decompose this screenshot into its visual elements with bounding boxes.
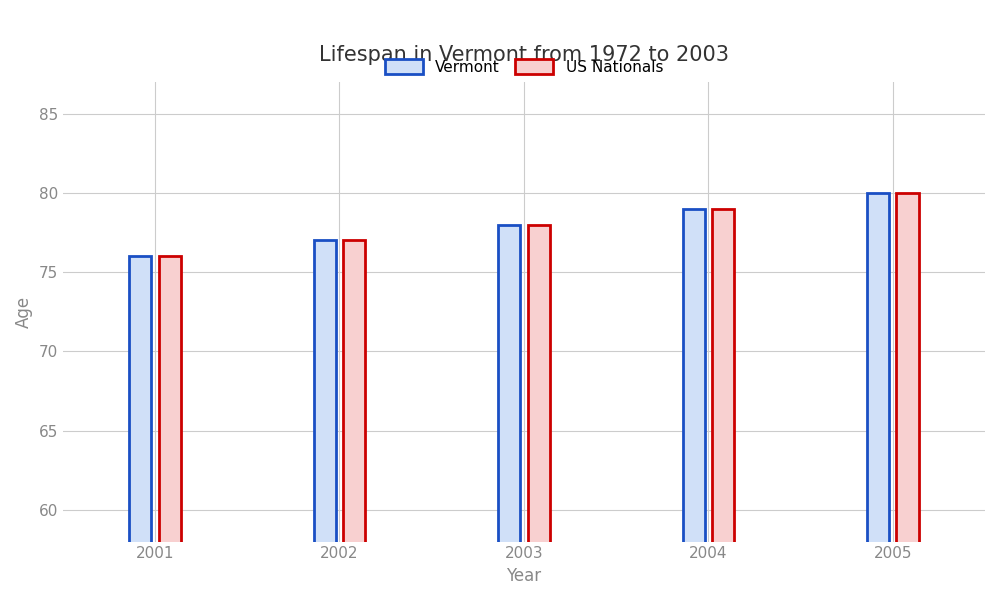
Bar: [129, 256, 151, 600]
Bar: [314, 241, 336, 600]
Title: Lifespan in Vermont from 1972 to 2003: Lifespan in Vermont from 1972 to 2003: [319, 45, 729, 65]
Bar: [896, 193, 919, 600]
Bar: [343, 241, 365, 600]
Bar: [683, 209, 705, 600]
X-axis label: Year: Year: [506, 567, 541, 585]
Bar: [498, 224, 520, 600]
Bar: [159, 256, 181, 600]
Y-axis label: Age: Age: [15, 296, 33, 328]
Bar: [528, 224, 550, 600]
Bar: [867, 193, 889, 600]
Bar: [712, 209, 734, 600]
Legend: Vermont, US Nationals: Vermont, US Nationals: [379, 53, 669, 81]
